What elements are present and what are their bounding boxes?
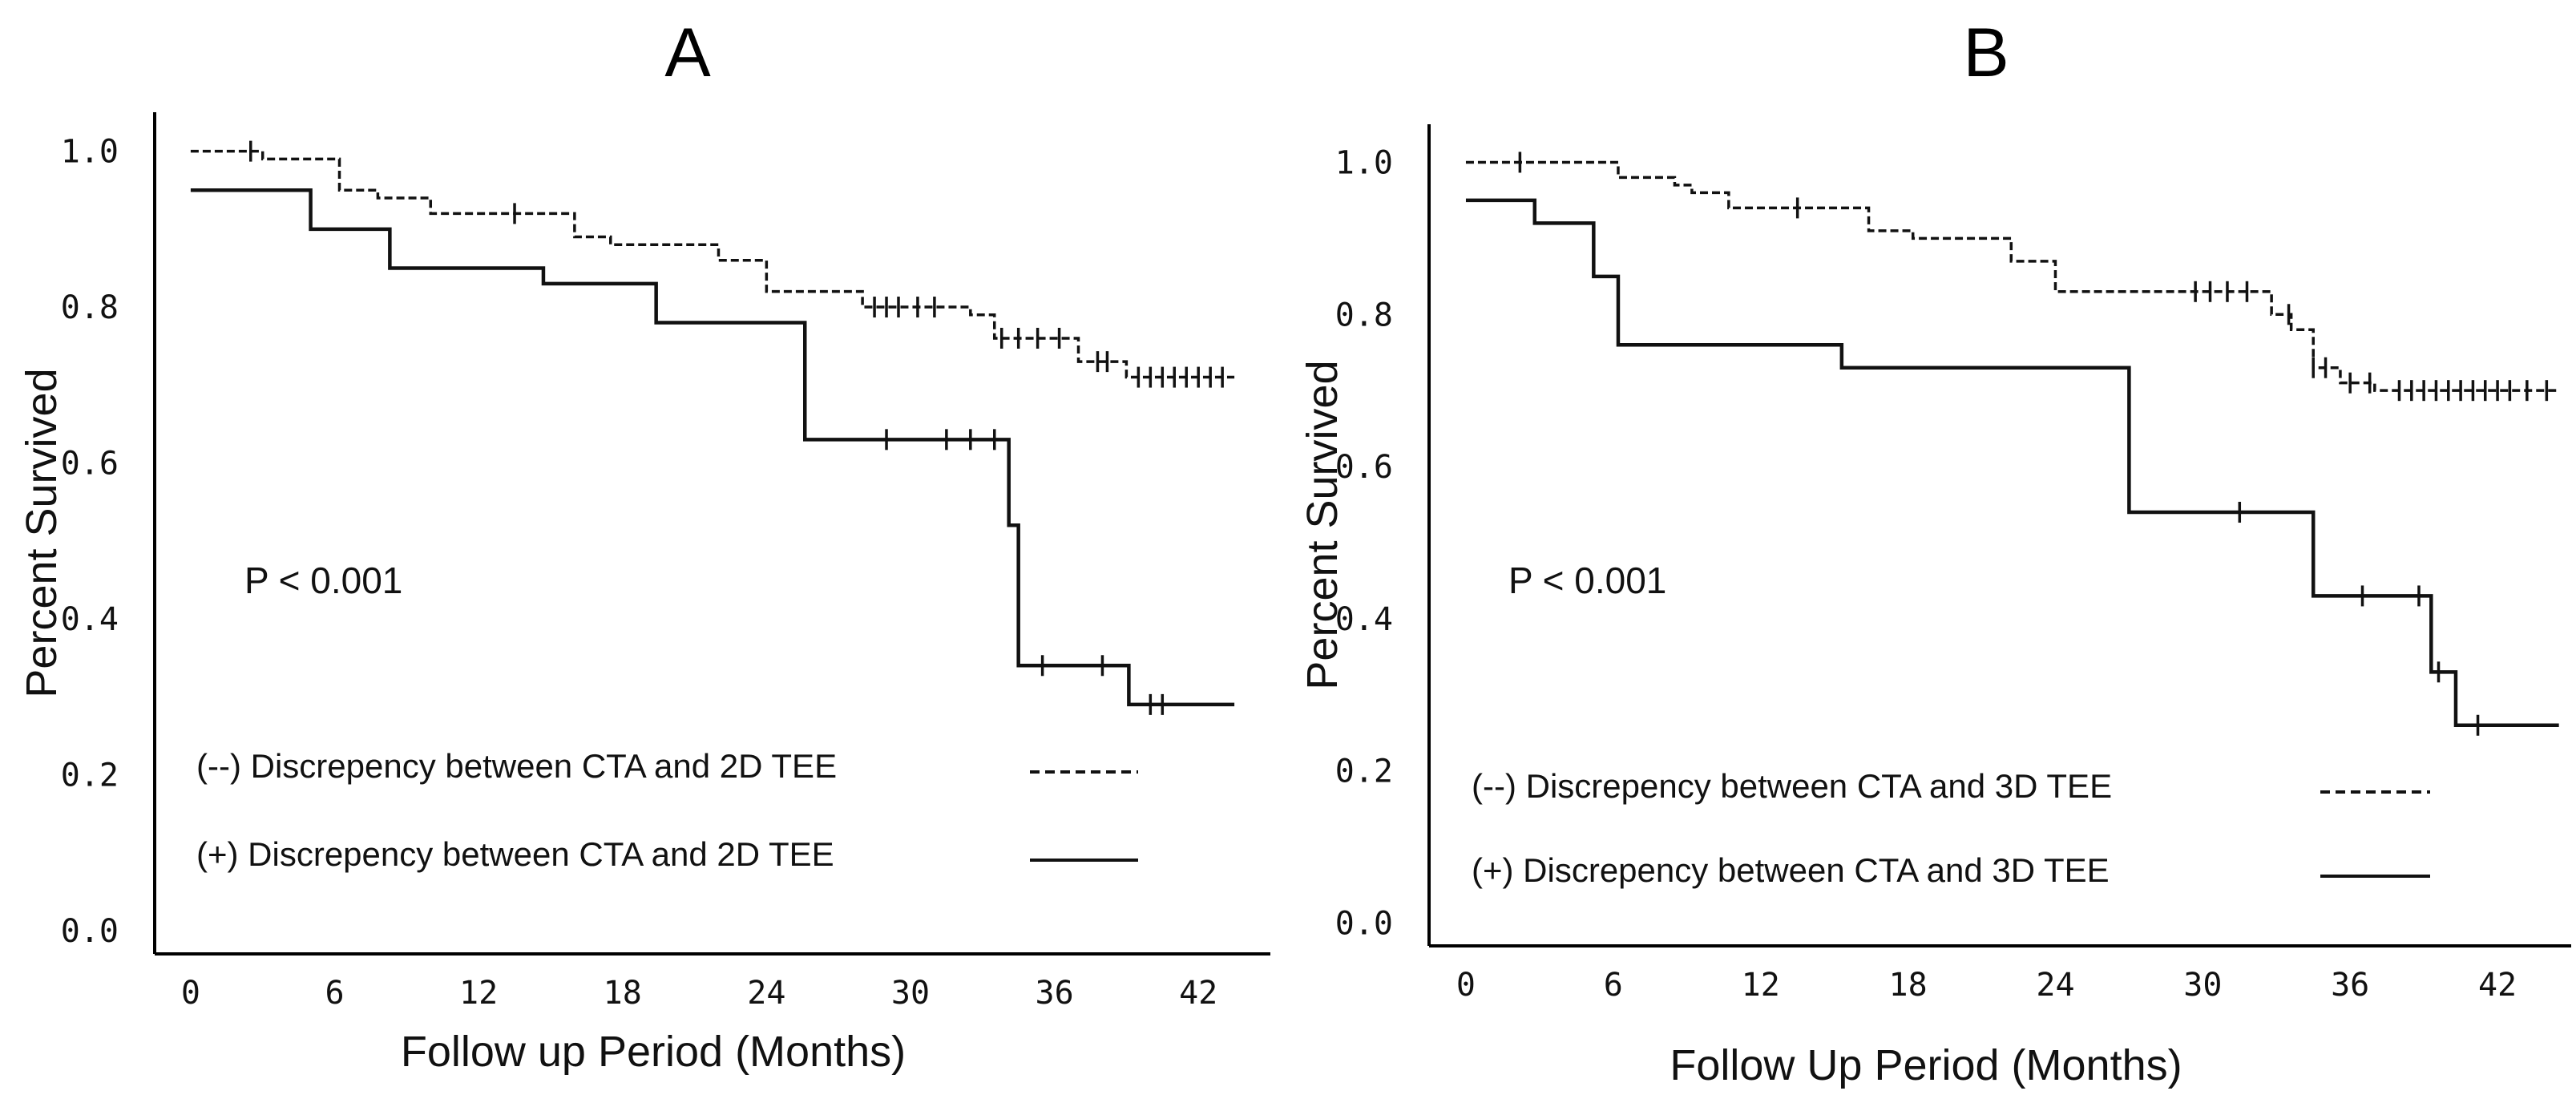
panel-b-p-value: P < 0.001 [1508, 560, 1666, 601]
panel-b-x-tick-label: 24 [2036, 967, 2074, 1004]
panel-b-x-tick-label: 18 [1888, 967, 1927, 1004]
panel-a-title: A [664, 14, 711, 91]
panel-b-x-tick-label: 42 [2478, 967, 2517, 1004]
panel-b-y-tick-label: 0.6 [1335, 449, 1393, 486]
panel-a-y-axis-label: Percent Survived [18, 368, 66, 697]
panel-a-p-value: P < 0.001 [244, 560, 402, 601]
panel-b-y-tick-label: 1.0 [1335, 144, 1393, 181]
panel-a-x-tick-label: 24 [747, 975, 785, 1012]
chart-panel-b: B 0.0 0.2 0.4 0.6 0.8 1.0 0 6 12 18 24 30 36 42 Perc… [1298, 14, 2571, 1089]
panel-a-y-tick-label: 0.2 [61, 757, 119, 794]
panel-a-x-tick-label: 30 [891, 975, 930, 1012]
panel-a-y-tick-label: 0.8 [61, 289, 119, 326]
panel-b-legend-label-dashed: (--) Discrepency between CTA and 3D TEE [1472, 767, 2112, 805]
panel-a-x-tick-label: 36 [1035, 975, 1073, 1012]
panel-b-x-tick-label: 6 [1604, 967, 1623, 1004]
panel-b-legend: (--) Discrepency between CTA and 3D TEE … [1472, 767, 2430, 889]
panel-b-y-axis-label: Percent Survived [1298, 360, 1347, 689]
panel-b-y-tick-label: 0.2 [1335, 754, 1393, 790]
panel-a-x-tick-label: 12 [459, 975, 498, 1012]
panel-b-y-tick-label: 0.8 [1335, 297, 1393, 333]
panel-b-x-axis-label: Follow Up Period (Months) [1670, 1041, 2182, 1089]
panel-b-y-tick-label: 0.0 [1335, 906, 1393, 943]
panel-a-solid-curve [190, 188, 1235, 707]
panel-b-x-tick-label: 30 [2183, 967, 2222, 1004]
panel-a-x-tick-label: 42 [1179, 975, 1217, 1012]
panel-b-y-tick-label: 0.4 [1335, 601, 1393, 638]
panel-a-x-tick-label: 0 [181, 975, 200, 1012]
chart-panel-a: A 0.0 0.2 0.4 0.6 0.8 1.0 0 6 12 18 24 30 36 42 Perc… [18, 14, 1270, 1076]
panel-b-solid-curve [1465, 198, 2559, 728]
panel-a-legend-label-solid: (+) Discrepency between CTA and 2D TEE [196, 835, 834, 873]
panel-b-x-tick-label: 12 [1742, 967, 1780, 1004]
panel-b-x-tick-label: 36 [2331, 967, 2369, 1004]
panel-a-x-axis-label: Follow up Period (Months) [401, 1028, 906, 1076]
panel-a-y-tick-label: 0.6 [61, 446, 119, 483]
panel-a-dashed-curve [190, 149, 1235, 379]
panel-a-legend: (--) Discrepency between CTA and 2D TEE … [196, 747, 1138, 873]
panel-a-legend-label-dashed: (--) Discrepency between CTA and 2D TEE [196, 747, 837, 785]
panel-a-x-tick-label: 6 [325, 975, 344, 1012]
panel-b-dashed-curve [1465, 160, 2559, 392]
panel-a-y-tick-label: 0.4 [61, 601, 119, 638]
panel-a-y-tick-label: 0.0 [61, 913, 119, 950]
panel-a-x-tick-label: 18 [604, 975, 642, 1012]
panel-b-x-tick-label: 0 [1456, 967, 1476, 1004]
panel-b-title: B [1963, 14, 2009, 91]
panel-a-y-tick-label: 1.0 [61, 134, 119, 171]
panel-b-legend-label-solid: (+) Discrepency between CTA and 3D TEE [1472, 851, 2110, 889]
